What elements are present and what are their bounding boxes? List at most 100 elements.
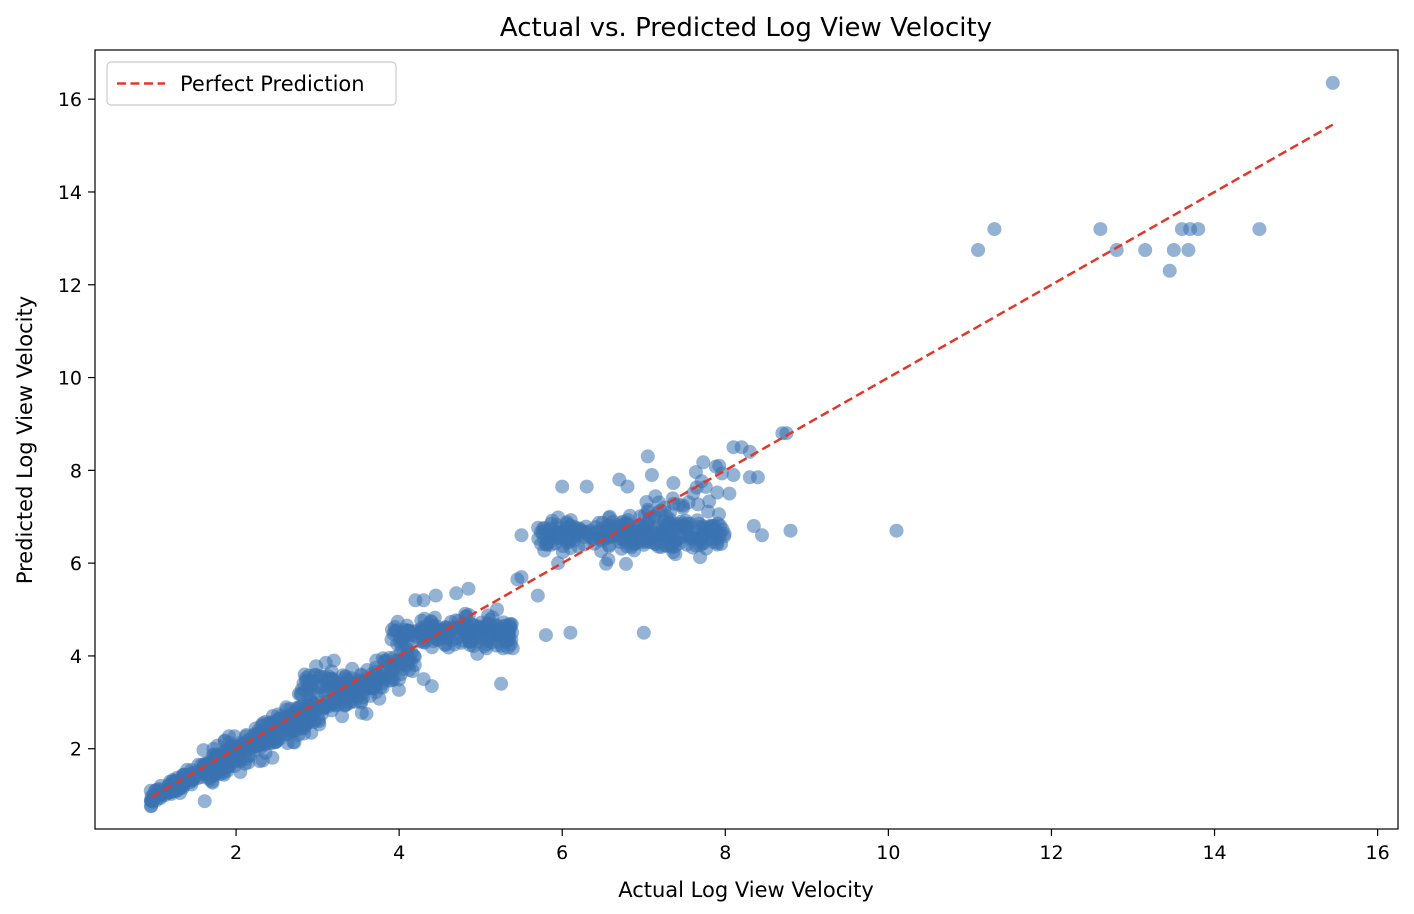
data-point bbox=[184, 768, 199, 783]
data-point bbox=[696, 455, 711, 470]
data-point bbox=[602, 539, 617, 554]
data-point bbox=[209, 761, 224, 776]
data-point bbox=[1181, 243, 1196, 257]
data-point bbox=[530, 588, 545, 603]
y-tick-label: 10 bbox=[58, 368, 82, 390]
data-point bbox=[553, 531, 568, 546]
data-point bbox=[356, 690, 371, 705]
data-point bbox=[660, 525, 675, 540]
data-point bbox=[685, 540, 700, 555]
data-point bbox=[437, 637, 452, 652]
data-point bbox=[1162, 263, 1177, 278]
y-tick-label: 2 bbox=[70, 739, 82, 761]
x-tick-label: 6 bbox=[556, 842, 568, 864]
data-point bbox=[481, 630, 496, 644]
data-point bbox=[239, 728, 254, 742]
data-point bbox=[416, 593, 431, 608]
data-point bbox=[701, 504, 716, 519]
data-point bbox=[666, 476, 681, 490]
data-point bbox=[291, 728, 306, 742]
data-point bbox=[722, 486, 737, 501]
data-point bbox=[449, 631, 464, 646]
x-tick-label: 10 bbox=[876, 842, 900, 864]
data-point bbox=[640, 449, 655, 464]
data-point bbox=[742, 444, 757, 459]
data-point bbox=[264, 718, 278, 733]
data-point bbox=[312, 717, 327, 732]
data-point bbox=[750, 470, 765, 485]
x-tick-label: 4 bbox=[393, 842, 405, 864]
data-point bbox=[1166, 243, 1181, 257]
data-point bbox=[217, 733, 232, 748]
data-point bbox=[1093, 222, 1108, 237]
y-tick-label: 6 bbox=[70, 553, 82, 575]
data-point bbox=[399, 618, 414, 633]
x-tick-label: 2 bbox=[230, 842, 242, 864]
data-point bbox=[612, 472, 627, 487]
data-point bbox=[461, 631, 476, 646]
legend-box bbox=[106, 61, 397, 106]
data-point bbox=[205, 775, 220, 790]
data-point bbox=[686, 486, 701, 501]
data-point bbox=[280, 727, 295, 742]
data-point bbox=[393, 659, 408, 674]
data-point bbox=[726, 468, 741, 482]
y-axis-ticks: 2 4 6 8 10 12 14 16 bbox=[58, 89, 95, 761]
data-point bbox=[233, 765, 248, 779]
data-point bbox=[1138, 243, 1153, 257]
data-point bbox=[601, 552, 616, 567]
data-point bbox=[702, 494, 717, 509]
data-point bbox=[494, 676, 509, 691]
y-tick-label: 14 bbox=[58, 182, 82, 204]
data-point bbox=[755, 528, 769, 543]
data-point bbox=[251, 738, 266, 753]
data-point bbox=[391, 682, 406, 697]
data-point bbox=[514, 528, 529, 543]
data-point bbox=[712, 507, 726, 522]
y-tick-label: 8 bbox=[70, 460, 82, 482]
data-point bbox=[612, 519, 627, 534]
data-point bbox=[324, 671, 339, 686]
data-point bbox=[386, 627, 401, 641]
data-point bbox=[538, 628, 553, 643]
data-point bbox=[372, 691, 387, 706]
x-tick-label: 16 bbox=[1366, 842, 1390, 864]
data-point bbox=[712, 458, 727, 473]
data-point bbox=[405, 664, 420, 679]
data-point bbox=[359, 706, 374, 721]
x-axis-label: Actual Log View Velocity bbox=[618, 878, 874, 902]
data-point bbox=[710, 485, 725, 500]
data-point bbox=[379, 653, 394, 668]
data-point bbox=[647, 528, 662, 543]
data-point bbox=[1252, 222, 1267, 237]
x-tick-label: 14 bbox=[1202, 842, 1226, 864]
data-point bbox=[694, 522, 709, 537]
data-point bbox=[461, 581, 476, 596]
y-axis-label: Predicted Log View Velocity bbox=[13, 296, 37, 584]
data-point bbox=[540, 537, 555, 552]
y-tick-label: 16 bbox=[58, 89, 82, 111]
data-point bbox=[987, 222, 1002, 237]
data-point bbox=[544, 516, 558, 531]
data-point bbox=[428, 588, 443, 603]
data-point bbox=[300, 686, 315, 701]
data-point bbox=[420, 622, 434, 637]
data-point bbox=[619, 556, 633, 571]
data-point bbox=[503, 637, 518, 652]
data-point bbox=[444, 615, 458, 629]
data-point bbox=[318, 655, 333, 670]
perfect-prediction-line bbox=[151, 123, 1334, 798]
data-point bbox=[644, 468, 659, 482]
data-point bbox=[268, 734, 283, 749]
data-points bbox=[143, 75, 1340, 814]
x-tick-label: 8 bbox=[719, 842, 731, 864]
data-point bbox=[197, 794, 212, 809]
data-point bbox=[514, 570, 529, 585]
data-point bbox=[1325, 75, 1340, 90]
data-point bbox=[971, 243, 986, 257]
data-point bbox=[144, 798, 159, 813]
data-point bbox=[568, 527, 583, 542]
y-tick-label: 4 bbox=[70, 646, 82, 668]
data-point bbox=[623, 508, 637, 523]
